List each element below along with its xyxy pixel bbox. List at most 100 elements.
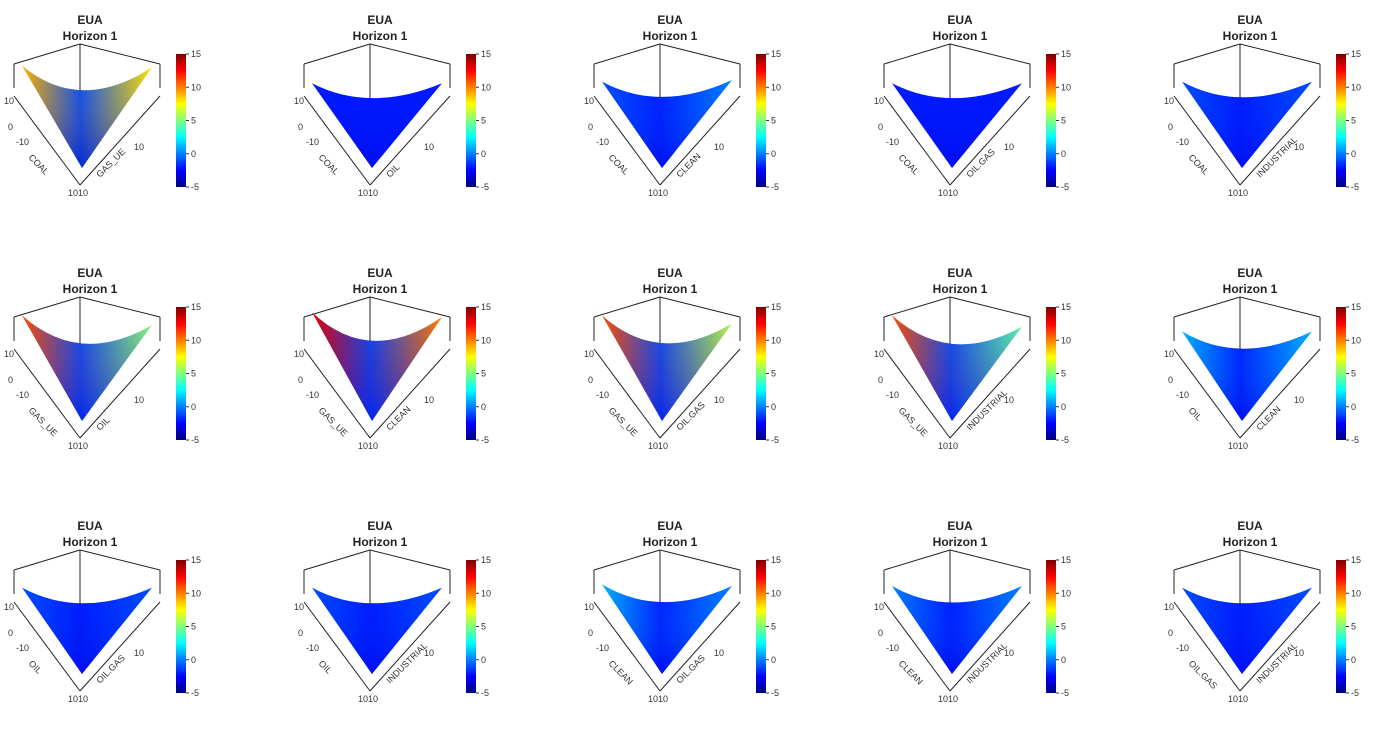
surface-shading <box>602 315 732 421</box>
y-tick-label: 10 <box>714 648 724 658</box>
surface-panel: EUA Horizon 1 10 0 -10 GAS_UE OIL.GAS 10 1010 15 1… <box>584 253 880 503</box>
surface-shading <box>1182 81 1312 168</box>
panel-title: EUA <box>77 266 103 280</box>
colorbar-tick-label: 10 <box>481 82 491 92</box>
front-edges <box>1173 348 1321 439</box>
z-tick-label: 0 <box>298 122 303 132</box>
colorbar-tick-label: 5 <box>1061 116 1066 126</box>
colorbar-tick-label: 0 <box>771 402 776 412</box>
x-tick-label: -10 <box>886 137 899 147</box>
y-axis-label: OIL <box>94 415 111 432</box>
corner-tick-label: 1010 <box>1228 188 1248 198</box>
surface-panel: EUA Horizon 1 10 0 -10 COAL OIL 10 1010 15 10 5 0 -5 <box>294 0 590 250</box>
z-tick-label: 10 <box>584 96 594 106</box>
x-tick-label: -10 <box>1176 137 1189 147</box>
colorbar-tick-label: 15 <box>771 302 781 312</box>
corner-tick-label: 1010 <box>358 188 378 198</box>
surface-shading <box>1182 587 1312 674</box>
colorbar-tick-label: -5 <box>1061 688 1069 698</box>
corner-tick-label: 1010 <box>648 188 668 198</box>
colorbar-tick-label: 15 <box>1061 555 1071 565</box>
colorbar-tick-label: -5 <box>481 435 489 445</box>
colorbar-tick-label: 0 <box>1061 402 1066 412</box>
x-tick-label: -10 <box>596 137 609 147</box>
surface-panel: EUA Horizon 1 10 0 -10 OIL CLEAN 10 1010 15 10 5 0 -5 <box>1164 253 1383 503</box>
surface-shading <box>22 65 152 168</box>
colorbar-tick-label: 15 <box>1061 49 1071 59</box>
x-tick-label: -10 <box>306 137 319 147</box>
corner-tick-label: 1010 <box>358 441 378 451</box>
front-edges <box>883 348 1031 439</box>
panel-subtitle: Horizon 1 <box>932 535 988 549</box>
surface-shading <box>892 586 1022 674</box>
x-tick-label: -10 <box>16 643 29 653</box>
panel-title: EUA <box>77 13 103 27</box>
y-tick-label: 10 <box>1004 395 1014 405</box>
front-edges <box>303 348 451 439</box>
colorbar-tick-label: 0 <box>191 402 196 412</box>
x-axis-label: COAL <box>897 152 921 176</box>
corner-tick-label: 1010 <box>938 441 958 451</box>
panel-title: EUA <box>367 13 393 27</box>
colorbar-tick-label: -5 <box>1351 435 1359 445</box>
y-axis-label: CLEAN <box>1254 404 1282 432</box>
colorbar-tick-label: 15 <box>191 555 201 565</box>
x-axis-label: GAS_UE <box>607 405 640 438</box>
colorbar-tick-label: 15 <box>481 302 491 312</box>
colorbar-tick-label: 10 <box>1061 588 1071 598</box>
panel-subtitle: Horizon 1 <box>642 535 698 549</box>
colorbar-tick-label: 0 <box>1061 149 1066 159</box>
axis-box <box>303 43 451 118</box>
y-tick-label: 10 <box>714 395 724 405</box>
y-tick-label: 10 <box>134 648 144 658</box>
colorbar-tick-label: 0 <box>191 655 196 665</box>
y-axis-label: CLEAN <box>384 404 412 432</box>
colorbar-tick-label: 10 <box>1061 335 1071 345</box>
colorbar <box>1046 560 1056 693</box>
front-edges <box>303 95 451 186</box>
z-tick-label: 10 <box>874 96 884 106</box>
surface-shading <box>1182 331 1312 421</box>
panel-subtitle: Horizon 1 <box>932 29 988 43</box>
x-tick-label: -10 <box>1176 643 1189 653</box>
colorbar-tick-label: 15 <box>481 49 491 59</box>
y-tick-label: 10 <box>1294 648 1304 658</box>
panel-title: EUA <box>1237 13 1263 27</box>
colorbar-tick-label: 0 <box>481 149 486 159</box>
x-tick-label: -10 <box>886 390 899 400</box>
colorbar-tick-label: 5 <box>1351 622 1356 632</box>
colorbar-tick-label: 15 <box>1351 302 1361 312</box>
colorbar-tick-label: -5 <box>771 435 779 445</box>
colorbar-tick-label: -5 <box>191 182 199 192</box>
panel-subtitle: Horizon 1 <box>1222 282 1278 296</box>
front-edges <box>303 601 451 692</box>
corner-tick-label: 1010 <box>68 441 88 451</box>
panel-subtitle: Horizon 1 <box>352 535 408 549</box>
y-tick-label: 10 <box>1294 395 1304 405</box>
colorbar-tick-label: 10 <box>1351 588 1361 598</box>
colorbar-tick-label: 15 <box>1351 49 1361 59</box>
panel-title: EUA <box>947 266 973 280</box>
colorbar-tick-label: -5 <box>1351 688 1359 698</box>
front-edges <box>13 95 161 186</box>
colorbar-tick-label: 0 <box>1061 655 1066 665</box>
colorbar-tick-label: 0 <box>481 402 486 412</box>
colorbar-tick-label: 15 <box>191 49 201 59</box>
front-edges <box>13 601 161 692</box>
surface-shading <box>312 587 442 674</box>
panel-subtitle: Horizon 1 <box>642 282 698 296</box>
z-tick-label: 0 <box>878 628 883 638</box>
colorbar-tick-label: 10 <box>771 82 781 92</box>
x-tick-label: -10 <box>306 643 319 653</box>
colorbar-tick-label: 5 <box>191 116 196 126</box>
z-tick-label: 10 <box>584 349 594 359</box>
y-tick-label: 10 <box>714 142 724 152</box>
surface-panel: EUA Horizon 1 10 0 -10 COAL CLEAN 10 1010 15 10 5 0-… <box>584 0 880 250</box>
colorbar-tick-label: 10 <box>481 335 491 345</box>
axis-box <box>1173 43 1321 118</box>
x-axis-label: GAS_UE <box>897 405 930 438</box>
front-edges <box>593 95 741 186</box>
